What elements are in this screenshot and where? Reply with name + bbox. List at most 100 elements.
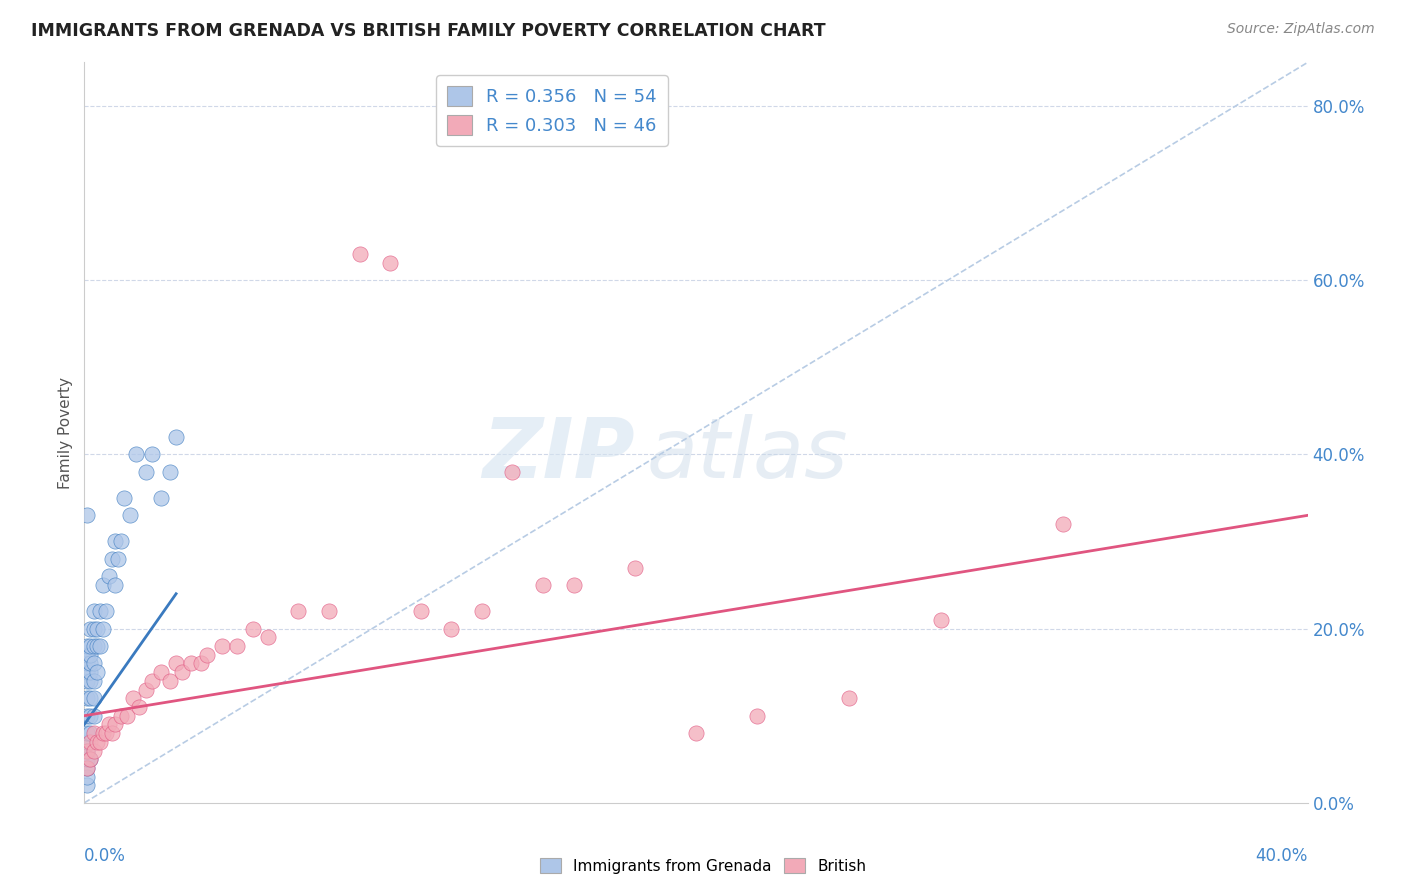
- Point: [747, 708, 769, 723]
- Point: [195, 648, 218, 662]
- Point: [76, 508, 98, 523]
- Text: IMMIGRANTS FROM GRENADA VS BRITISH FAMILY POVERTY CORRELATION CHART: IMMIGRANTS FROM GRENADA VS BRITISH FAMIL…: [31, 22, 825, 40]
- Y-axis label: Family Poverty: Family Poverty: [58, 376, 73, 489]
- Point: [76, 726, 98, 740]
- Point: [349, 247, 371, 261]
- Point: [120, 508, 142, 523]
- Point: [79, 752, 101, 766]
- Point: [115, 708, 138, 723]
- Point: [94, 604, 117, 618]
- Point: [94, 726, 117, 740]
- Point: [112, 491, 135, 505]
- Point: [287, 604, 309, 618]
- Point: [76, 708, 98, 723]
- Point: [226, 639, 249, 653]
- Point: [409, 604, 432, 618]
- Text: 40.0%: 40.0%: [1256, 847, 1308, 865]
- Point: [471, 604, 494, 618]
- Point: [76, 743, 98, 757]
- Point: [79, 648, 101, 662]
- Point: [86, 735, 108, 749]
- Point: [257, 630, 280, 644]
- Point: [89, 604, 111, 618]
- Point: [104, 534, 127, 549]
- Point: [83, 604, 105, 618]
- Point: [318, 604, 340, 618]
- Point: [135, 682, 157, 697]
- Legend: Immigrants from Grenada, British: Immigrants from Grenada, British: [533, 852, 873, 880]
- Point: [79, 639, 101, 653]
- Point: [79, 708, 101, 723]
- Point: [1052, 517, 1074, 532]
- Point: [79, 735, 101, 749]
- Point: [79, 691, 101, 706]
- Point: [86, 665, 108, 680]
- Point: [149, 491, 172, 505]
- Point: [165, 430, 187, 444]
- Point: [135, 465, 157, 479]
- Text: 0.0%: 0.0%: [84, 847, 127, 865]
- Point: [86, 639, 108, 653]
- Point: [79, 673, 101, 688]
- Point: [76, 639, 98, 653]
- Point: [110, 708, 132, 723]
- Point: [104, 717, 127, 731]
- Point: [562, 578, 585, 592]
- Point: [76, 752, 98, 766]
- Point: [83, 657, 105, 671]
- Point: [76, 665, 98, 680]
- Point: [97, 569, 120, 583]
- Text: ZIP: ZIP: [482, 414, 636, 495]
- Point: [440, 622, 463, 636]
- Point: [83, 743, 105, 757]
- Point: [125, 447, 148, 461]
- Point: [76, 735, 98, 749]
- Point: [91, 622, 114, 636]
- Point: [91, 578, 114, 592]
- Point: [76, 648, 98, 662]
- Point: [531, 578, 554, 592]
- Point: [149, 665, 172, 680]
- Point: [83, 639, 105, 653]
- Point: [76, 691, 98, 706]
- Text: atlas: atlas: [647, 414, 849, 495]
- Point: [929, 613, 952, 627]
- Point: [128, 700, 150, 714]
- Point: [76, 673, 98, 688]
- Legend: R = 0.356   N = 54, R = 0.303   N = 46: R = 0.356 N = 54, R = 0.303 N = 46: [436, 75, 668, 145]
- Point: [76, 770, 98, 784]
- Point: [104, 578, 127, 592]
- Point: [190, 657, 212, 671]
- Point: [122, 691, 145, 706]
- Point: [380, 256, 402, 270]
- Point: [110, 534, 132, 549]
- Point: [180, 657, 202, 671]
- Point: [97, 717, 120, 731]
- Point: [624, 560, 647, 574]
- Point: [89, 735, 111, 749]
- Point: [83, 708, 105, 723]
- Point: [172, 665, 194, 680]
- Point: [101, 726, 124, 740]
- Point: [101, 552, 124, 566]
- Point: [79, 752, 101, 766]
- Point: [141, 447, 163, 461]
- Point: [502, 465, 524, 479]
- Point: [107, 552, 129, 566]
- Point: [165, 657, 187, 671]
- Point: [141, 673, 163, 688]
- Point: [242, 622, 264, 636]
- Point: [79, 726, 101, 740]
- Point: [838, 691, 860, 706]
- Point: [76, 743, 98, 757]
- Point: [91, 726, 114, 740]
- Point: [76, 657, 98, 671]
- Point: [83, 726, 105, 740]
- Point: [76, 761, 98, 775]
- Point: [83, 673, 105, 688]
- Point: [76, 778, 98, 792]
- Point: [83, 622, 105, 636]
- Point: [685, 726, 707, 740]
- Point: [89, 639, 111, 653]
- Point: [79, 622, 101, 636]
